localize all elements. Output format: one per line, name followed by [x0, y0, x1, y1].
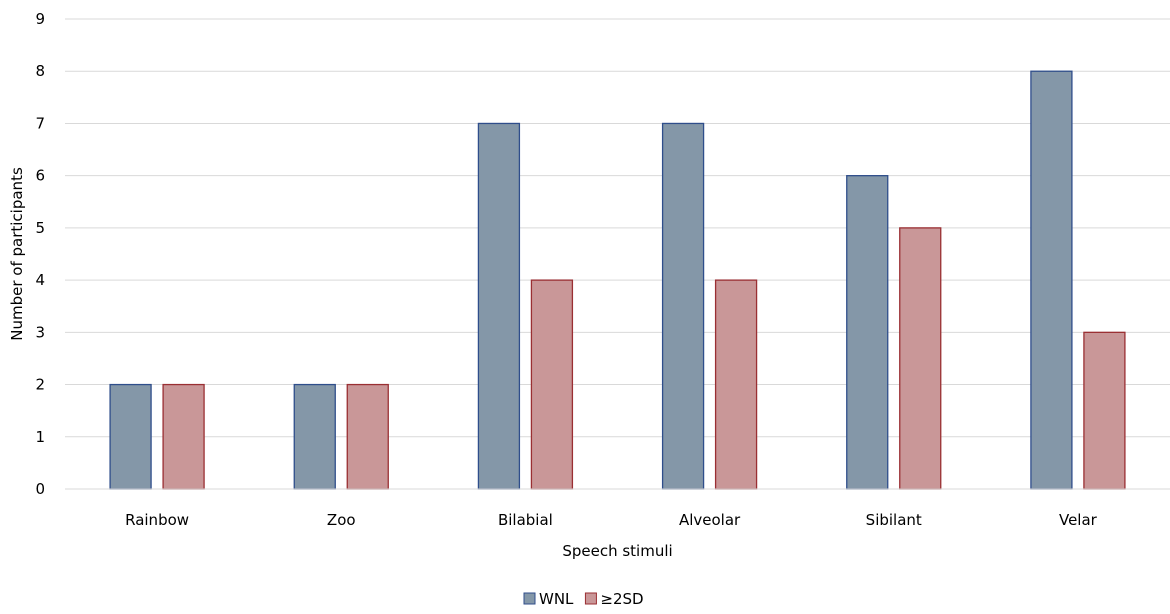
legend: WNL ≥2SD [523, 590, 644, 608]
x-axis-ticks: Rainbow Zoo Bilabial Alveolar Sibilant Velar [125, 511, 1098, 529]
x-tick-label: Alveolar [679, 511, 741, 529]
bar-ge2sd [530, 279, 574, 490]
bar-ge2sd [162, 383, 205, 490]
bar-wnl [293, 383, 336, 490]
y-tick-label: 7 [35, 114, 45, 132]
x-tick-label: Zoo [327, 511, 356, 529]
legend-label: WNL [539, 590, 574, 608]
x-tick-label: Rainbow [125, 511, 189, 529]
bar-wnl [477, 122, 521, 490]
bar-ge2sd [899, 227, 942, 490]
legend-swatch [584, 592, 597, 605]
x-axis-title: Speech stimuli [562, 542, 672, 560]
y-tick-label: 2 [35, 376, 45, 394]
y-tick-label: 6 [35, 167, 45, 185]
legend-label: ≥2SD [600, 590, 643, 608]
gridlines [65, 18, 1170, 438]
bar-wnl [109, 383, 152, 490]
x-tick-label: Velar [1059, 511, 1098, 529]
y-tick-label: 0 [35, 480, 45, 498]
y-axis-title: Number of participants [8, 167, 26, 341]
bar-wnl [661, 122, 705, 490]
y-tick-label: 3 [35, 323, 45, 341]
y-axis-ticks: 0 1 2 3 4 5 6 7 8 9 [35, 10, 45, 498]
bar-ge2sd [346, 383, 389, 490]
bars [109, 70, 1126, 490]
y-tick-label: 4 [35, 271, 45, 289]
y-tick-label: 9 [35, 10, 45, 28]
bar-ge2sd [1083, 331, 1126, 490]
x-tick-label: Bilabial [498, 511, 553, 529]
bar-wnl [1030, 70, 1073, 490]
y-tick-label: 5 [35, 219, 45, 237]
y-tick-label: 8 [35, 62, 45, 80]
bar-wnl [846, 175, 889, 490]
legend-swatch [523, 592, 536, 605]
y-tick-label: 1 [35, 428, 45, 446]
x-tick-label: Sibilant [866, 511, 922, 529]
bar-ge2sd [714, 279, 758, 490]
